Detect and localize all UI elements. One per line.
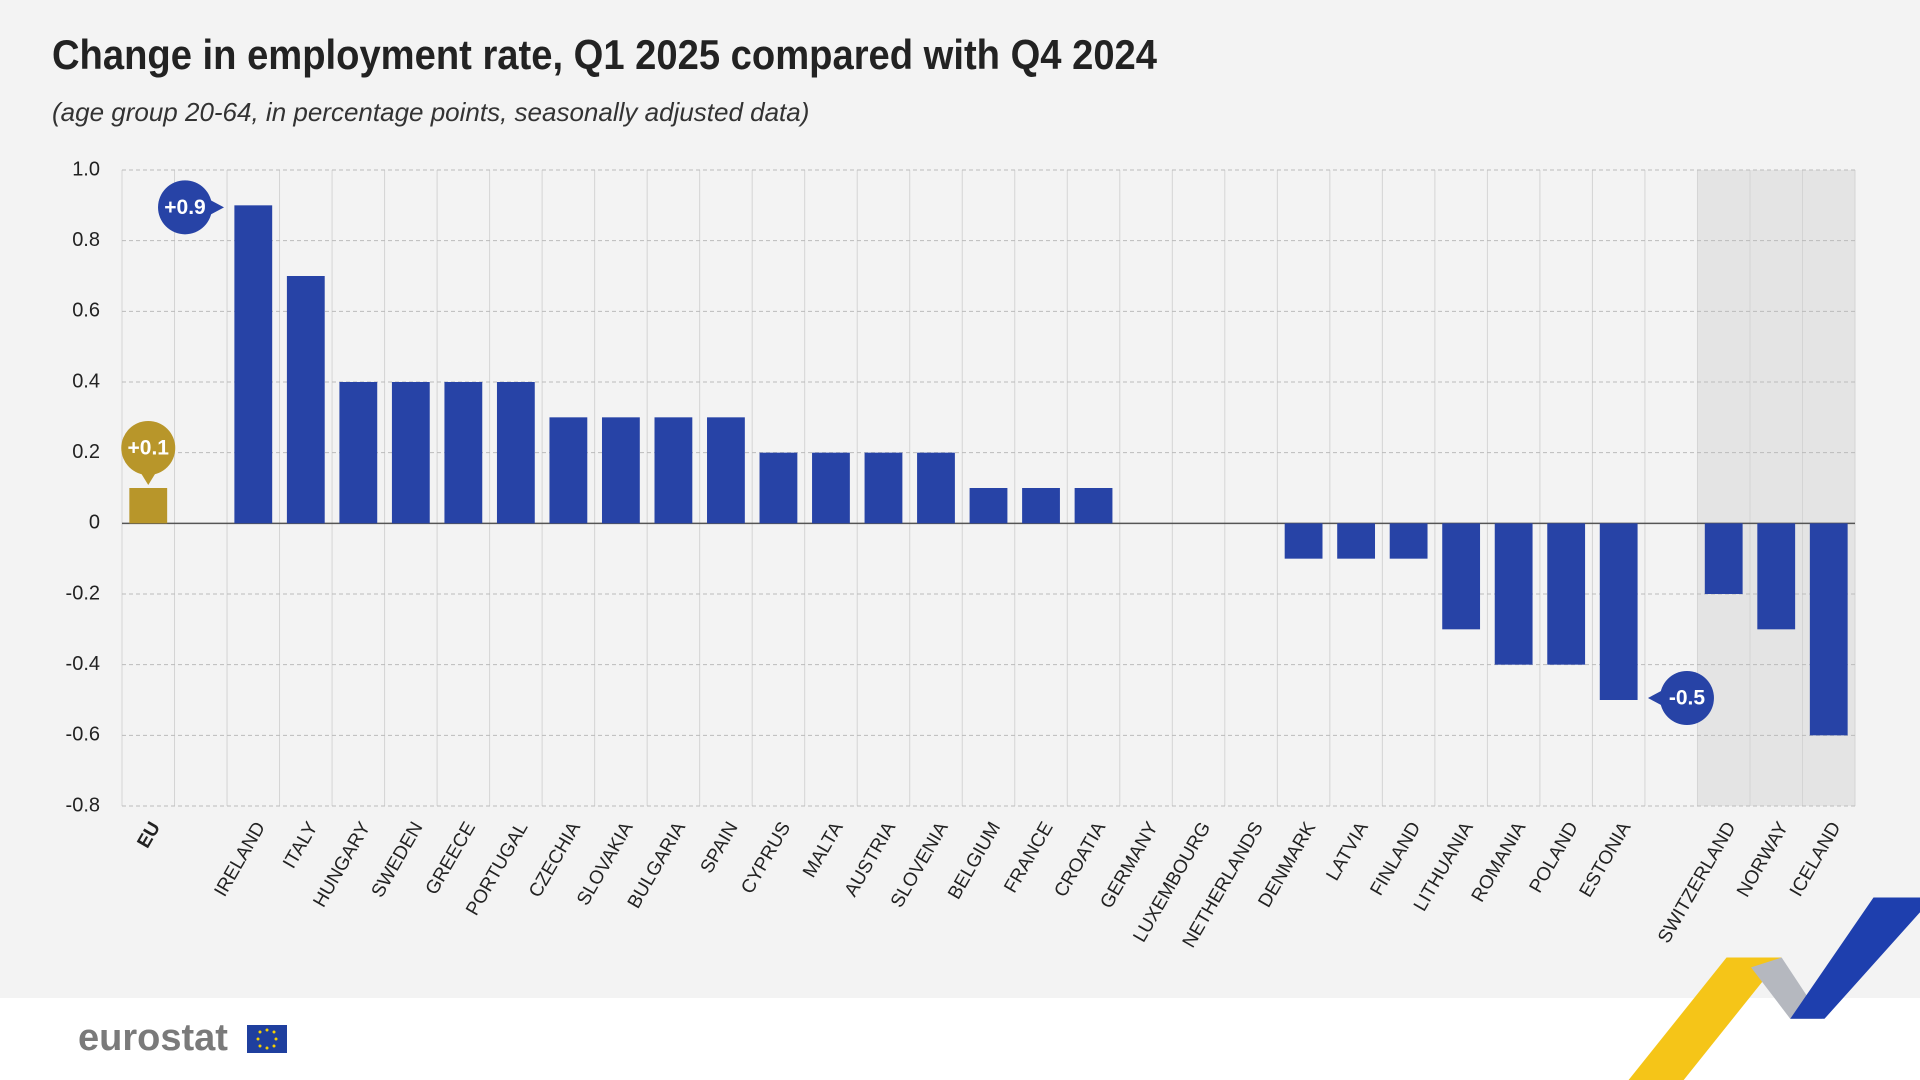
y-tick-label: -0.4 [66, 653, 100, 675]
callout-pointer [140, 472, 157, 485]
y-tick-label: 1.0 [72, 158, 100, 180]
chart-subtitle: (age group 20-64, in percentage points, … [52, 97, 809, 127]
value-label: -0.5 [1669, 687, 1706, 710]
y-tick-label: 0.8 [72, 229, 100, 251]
bar [812, 452, 850, 524]
bar [391, 382, 430, 524]
bar [1757, 523, 1796, 630]
bar [1547, 523, 1586, 665]
bar [917, 452, 955, 524]
bar [654, 417, 693, 524]
footer-background [0, 998, 1920, 1080]
logo-text: eurostat [78, 1017, 228, 1059]
bar [1599, 523, 1638, 700]
bar [339, 382, 378, 524]
bar [601, 417, 640, 524]
decoration [1628, 897, 1920, 1080]
chart-title: Change in employment rate, Q1 2025 compa… [52, 31, 1158, 78]
value-label: +0.1 [128, 437, 170, 460]
y-tick-label: 0 [89, 512, 100, 534]
callout-bubble [121, 421, 176, 475]
bar [707, 417, 745, 524]
bar [759, 452, 798, 524]
bar [444, 382, 483, 524]
bar [1022, 488, 1060, 524]
eu-flag [247, 1025, 287, 1053]
bar [1704, 523, 1743, 594]
bar [864, 452, 903, 524]
bar [1494, 523, 1533, 665]
bar [969, 488, 1008, 524]
bar [1337, 523, 1376, 559]
bar [129, 488, 168, 524]
y-tick-label: -0.2 [66, 582, 100, 604]
y-tick-label: 0.4 [72, 370, 100, 392]
bar [1284, 523, 1323, 559]
callout-pointer [1647, 690, 1663, 706]
callout-bubble [158, 180, 213, 235]
callout-pointer [209, 199, 225, 216]
bar [1074, 488, 1113, 524]
bar [496, 382, 535, 524]
value-label: +0.9 [164, 196, 205, 219]
callout-bubble [1659, 671, 1714, 725]
bar [1442, 523, 1481, 630]
y-tick-label: -0.6 [66, 724, 100, 746]
y-tick-label: -0.8 [66, 794, 100, 816]
bar [234, 205, 273, 524]
y-tick-label: 0.2 [72, 441, 100, 463]
bar [1389, 523, 1428, 559]
bar [549, 417, 588, 524]
y-tick-label: 0.6 [72, 300, 100, 322]
bar [286, 276, 325, 524]
bar [1809, 523, 1848, 736]
